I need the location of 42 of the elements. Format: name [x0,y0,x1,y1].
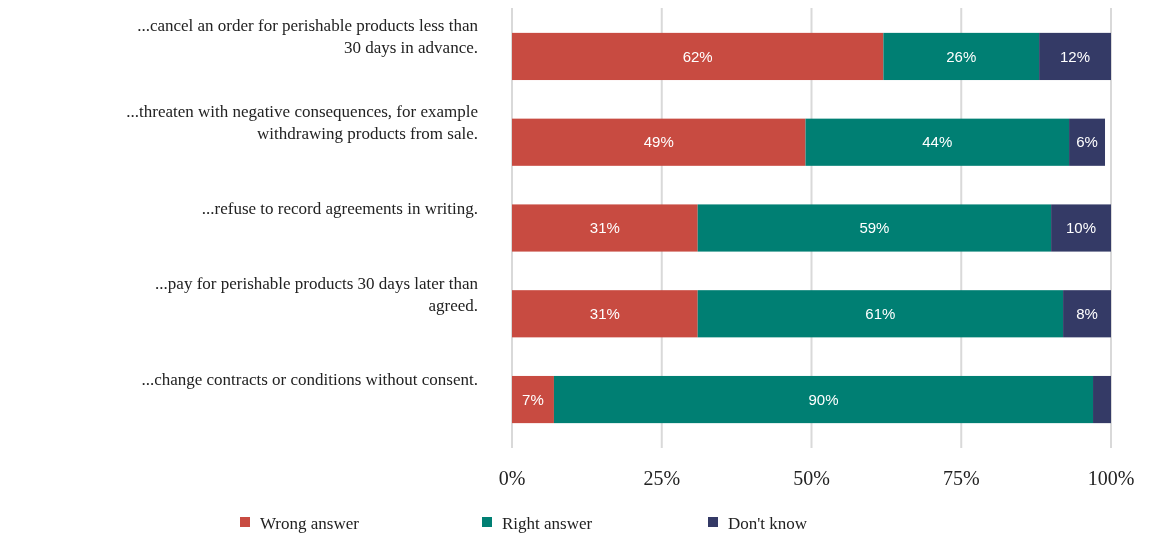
data-label: 61% [865,305,896,323]
bar [512,204,698,252]
y-tick-label: ...refuse to record agreements in writing. [201,198,478,218]
x-tick-label: 0% [498,467,526,489]
x-tick-label: 50% [793,467,830,489]
bar [697,290,1064,338]
data-label: 8% [1076,305,1098,323]
y-tick-label: ...cancel an order for perishable products less than 30 days in advance. [137,16,479,58]
legend-label: Don't know [728,513,808,533]
bar [512,32,884,81]
legend-label: Right answer [502,513,593,533]
x-tick-label: 75% [942,467,980,489]
data-label: 59% [859,219,890,237]
data-label: 31% [589,305,620,323]
x-tick-label: 25% [643,467,681,489]
data-label: 62% [682,47,713,65]
data-label: 90% [808,390,839,408]
x-tick-label: 100% [1087,467,1135,489]
data-label: 6% [1076,133,1098,151]
y-tick-label: ...change contracts or conditions without consent. [141,370,478,390]
data-label: 31% [589,219,620,237]
data-label: 49% [643,133,674,151]
y-tick-label: ...threaten with negative consequences, for example withdrawing products from sale. [126,102,478,144]
bar [1093,375,1111,424]
bar [1063,290,1111,338]
bar [1051,204,1111,252]
data-label: 26% [946,47,977,65]
bar [805,118,1070,166]
data-label: 10% [1066,219,1097,237]
bar [553,375,1094,424]
data-label: 7% [522,390,544,408]
bar [697,204,1052,252]
bar [1039,32,1111,81]
y-tick-label: ...pay for perishable products 30 days later than agreed. [155,273,479,315]
bar [512,375,554,424]
data-label: 44% [922,133,953,151]
bar [512,290,698,338]
bar [1069,118,1106,166]
bar [883,32,1040,81]
legend-label: Wrong answer [260,513,360,533]
bar [512,118,806,166]
data-label: 12% [1060,47,1091,65]
